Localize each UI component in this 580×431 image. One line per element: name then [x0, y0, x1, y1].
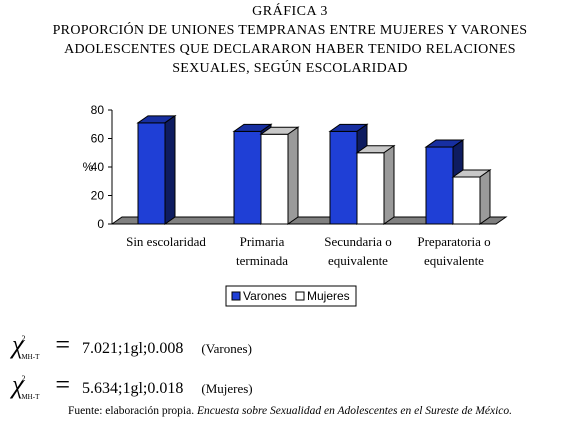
y-axis-label: % — [83, 160, 94, 174]
equals-sign: = — [55, 330, 71, 359]
chi-symbol: χ — [12, 330, 24, 359]
chi-group-varones: (Varones) — [201, 341, 252, 356]
chi-square-row-mujeres: χ2 MH-T = 5.634;1gl;0.018 (Mujeres) — [12, 370, 253, 401]
bar-varones — [137, 122, 166, 225]
equals-sign: = — [55, 370, 71, 399]
chart-title-line-3: SEXUALES, SEGÚN ESCOLARIDAD — [172, 61, 408, 76]
x-category-label: equivalente — [424, 253, 484, 268]
bar-mujeres — [356, 152, 385, 225]
source-title: Encuesta sobre Sexualidad en Adolescente… — [196, 405, 513, 417]
chi-superscript: 2 — [21, 333, 26, 343]
figure-label: GRÁFICA 3 — [252, 4, 328, 19]
legend-swatch-mujeres — [295, 291, 305, 301]
bar-varones — [233, 130, 262, 225]
legend-label-varones: Varones — [243, 289, 287, 303]
y-tick-label: 80 — [91, 103, 105, 117]
chi-symbol: χ — [12, 370, 24, 399]
chi-value-mujeres: 5.634;1gl;0.018 — [82, 380, 184, 397]
bar-side-mujeres — [479, 169, 491, 225]
source-prefix: Fuente: elaboración propia. — [67, 405, 195, 417]
chi-subscript: MH-T — [21, 393, 40, 401]
chi-superscript: 2 — [21, 373, 26, 383]
chi-group-mujeres: (Mujeres) — [201, 381, 253, 396]
x-category-label: Primaria — [240, 234, 285, 249]
bar-side-mujeres — [287, 126, 299, 225]
x-category-label: Sin escolaridad — [126, 234, 206, 249]
x-category-label: Secundaria o — [324, 234, 392, 249]
bar-mujeres — [452, 176, 481, 225]
bar-varones — [425, 146, 454, 225]
y-tick-label: 20 — [91, 189, 105, 203]
y-tick-label: 60 — [91, 132, 105, 146]
chi-square-row-varones: χ2 MH-T = 7.021;1gl;0.008 (Varones) — [12, 330, 252, 361]
bar-chart: 0 20 40 60 80% Sin escolaridad Primaria termina… — [83, 103, 508, 307]
legend-label-mujeres: Mujeres — [307, 289, 350, 303]
chi-subscript: MH-T — [21, 353, 40, 361]
bar-varones — [329, 130, 358, 225]
x-category-label: equivalente — [328, 253, 388, 268]
source-note: Fuente: elaboración propia. Encuesta sob… — [0, 405, 580, 417]
x-category-label: terminada — [236, 253, 288, 268]
chart-title-line-2: ADOLESCENTES QUE DECLARARON HABER TENIDO… — [64, 42, 516, 57]
chart-title-line-1: PROPORCIÓN DE UNIONES TEMPRANAS ENTRE MU… — [52, 23, 528, 38]
legend-swatch-varones — [231, 291, 241, 301]
y-tick-label: 40 — [91, 160, 105, 174]
bar-side-varones — [164, 114, 176, 225]
x-category-label: Preparatoria o — [417, 234, 490, 249]
bar-side-mujeres — [383, 144, 395, 225]
y-tick-label: 0 — [97, 217, 104, 231]
bar-mujeres — [260, 133, 289, 225]
chi-value-varones: 7.021;1gl;0.008 — [82, 340, 184, 357]
legend — [225, 285, 357, 307]
chart-title-block: GRÁFICA 3 PROPORCIÓN DE UNIONES TEMPRANA… — [0, 2, 580, 78]
